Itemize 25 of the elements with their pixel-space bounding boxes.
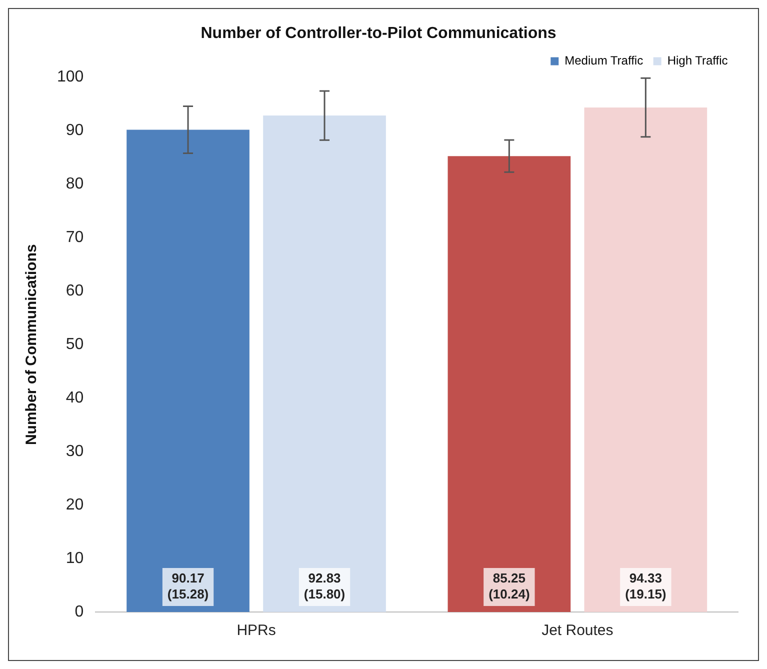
y-tick-label: 60 bbox=[66, 282, 84, 300]
x-tick-label: Jet Routes bbox=[542, 622, 614, 640]
data-label: 90.17 (15.28) bbox=[167, 570, 209, 602]
data-label: 94.33 (19.15) bbox=[625, 570, 666, 602]
y-tick-label: 100 bbox=[56, 68, 84, 86]
y-tick-label: 90 bbox=[66, 122, 84, 140]
legend-label: Medium Traffic bbox=[564, 54, 644, 68]
data-label: 92.83 (15.80) bbox=[304, 570, 346, 602]
bar bbox=[126, 130, 250, 612]
y-tick-label: 0 bbox=[74, 603, 84, 620]
y-tick-label: 50 bbox=[66, 336, 84, 354]
bar bbox=[263, 116, 386, 612]
bar bbox=[448, 156, 571, 612]
y-tick-label: 20 bbox=[66, 496, 84, 514]
y-tick-label: 80 bbox=[66, 176, 84, 193]
data-label: 85.25 (10.24) bbox=[488, 570, 530, 602]
y-axis-title: Number of Communications bbox=[23, 244, 40, 446]
y-tick-label: 10 bbox=[66, 550, 84, 567]
x-tick-label: HPRs bbox=[236, 622, 276, 640]
y-tick-label: 30 bbox=[66, 442, 84, 460]
bar bbox=[584, 108, 708, 612]
y-tick-label: 40 bbox=[66, 389, 84, 406]
chart-title: Number of Controller-to-Pilot Communications bbox=[200, 25, 556, 42]
y-tick-label: 70 bbox=[66, 229, 84, 246]
legend-label: High Traffic bbox=[667, 54, 728, 68]
